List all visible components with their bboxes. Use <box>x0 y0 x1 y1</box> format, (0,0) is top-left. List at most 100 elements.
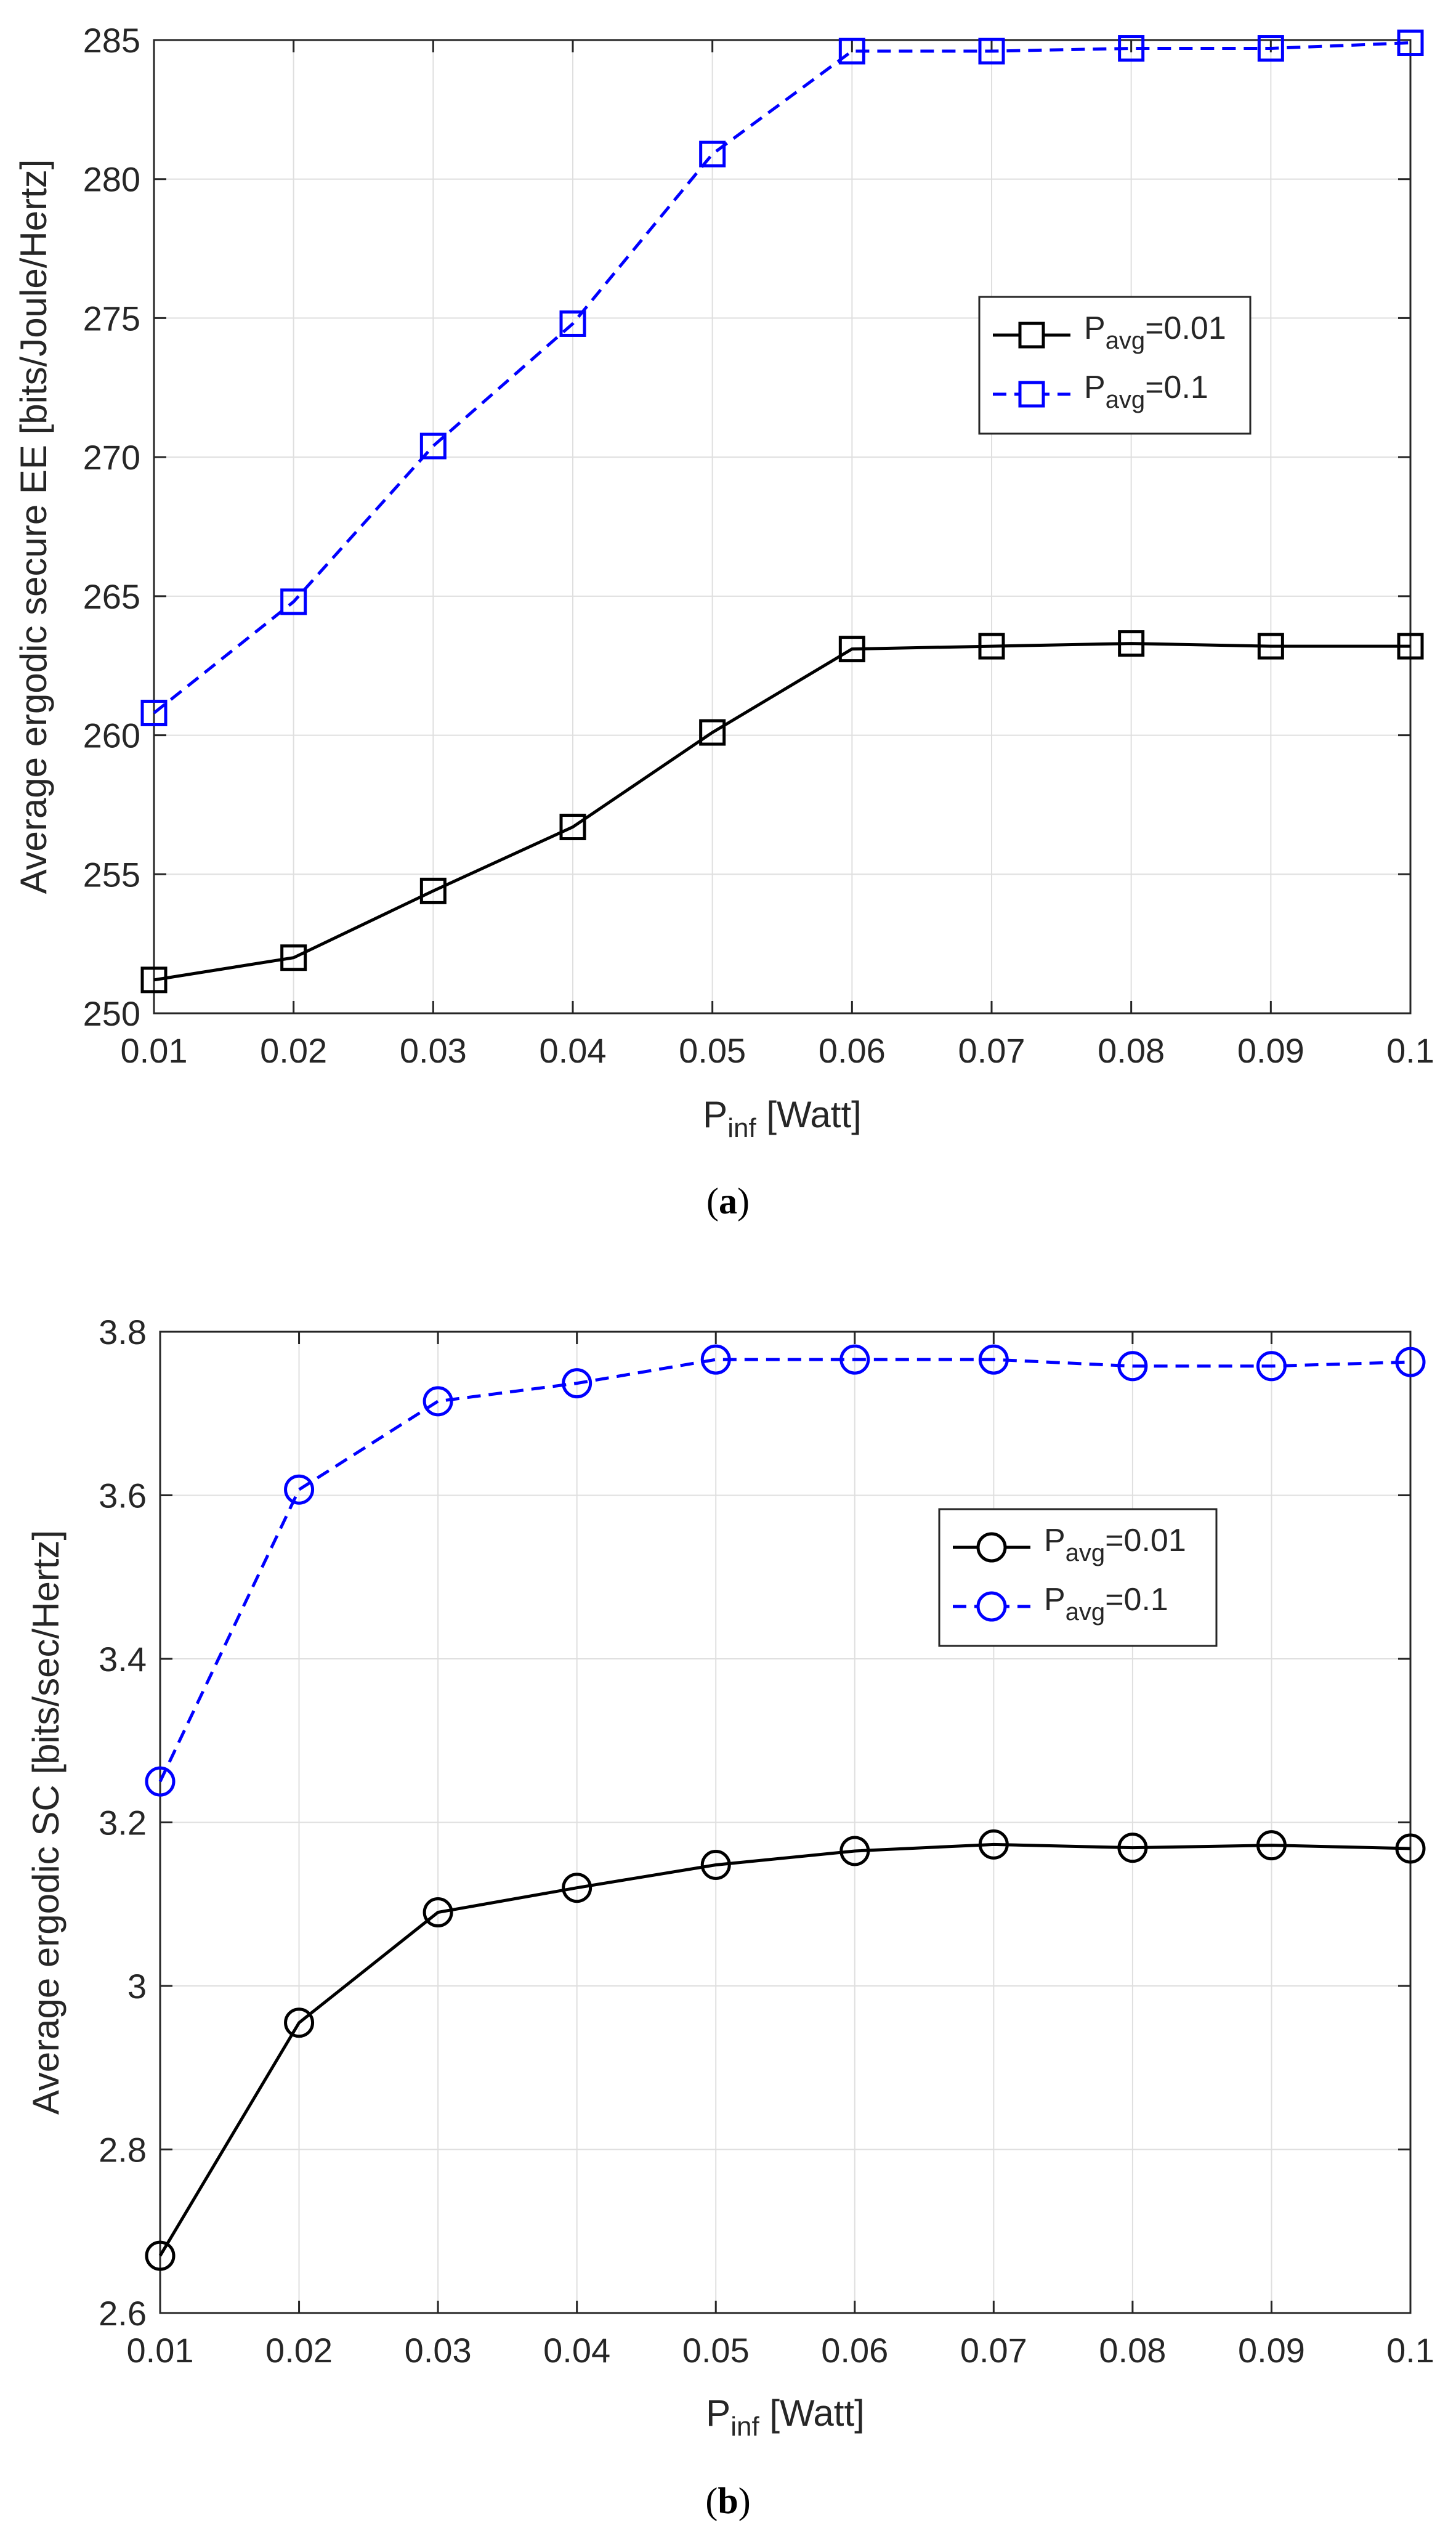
legend-label: Pavg=0.1 <box>1084 370 1208 413</box>
data-point <box>284 1474 315 1505</box>
data-point <box>978 633 1005 660</box>
axes-frame <box>153 39 1412 1015</box>
y-tick-label: 250 <box>83 994 140 1033</box>
series-0 <box>145 1829 1426 2271</box>
legend-entry: Pavg=0.1 <box>953 1582 1168 1626</box>
panel-caption: (b) <box>705 2481 750 2521</box>
data-point <box>419 877 447 904</box>
legend-label: Pavg=0.01 <box>1044 1523 1186 1566</box>
x-tick-label: 0.06 <box>819 1031 886 1070</box>
y-tick-label: 2.8 <box>99 2131 147 2169</box>
y-axis-label: Average ergodic SC [bits/sec/Hertz] <box>25 1530 67 2115</box>
legend-label: Pavg=0.01 <box>1084 310 1226 354</box>
caption-close-paren: ) <box>738 2481 751 2521</box>
data-point <box>140 966 168 994</box>
series-line <box>153 642 1410 982</box>
data-point <box>1256 1351 1287 1382</box>
chart-panel-a: 0.01 0.02 0.03 0.04 0.05 0.06 0.07 0.08 0.09 0.1 2… <box>13 21 1434 1221</box>
data-point <box>839 1836 870 1866</box>
legend-marker <box>976 1591 1007 1622</box>
data-point <box>699 140 726 168</box>
x-tick-label: 0.09 <box>1238 2331 1305 2370</box>
data-point <box>145 1766 176 1797</box>
data-point <box>1256 1830 1287 1861</box>
legend-entry: Pavg=0.01 <box>953 1523 1186 1566</box>
legend-label-main: P <box>1084 370 1106 405</box>
y-tick-label: 3.8 <box>99 1313 147 1351</box>
data-point <box>423 1386 453 1417</box>
x-axis-label-main: P <box>703 1094 727 1135</box>
data-point <box>1117 1833 1148 1863</box>
x-tick-label: 0.03 <box>400 1031 467 1070</box>
series-line <box>153 41 1411 715</box>
data-point <box>1117 1351 1148 1382</box>
y-tick-label: 2.6 <box>99 2294 147 2333</box>
data-point <box>280 588 307 615</box>
x-axis-label-main: P <box>706 2392 730 2434</box>
data-point <box>1397 633 1424 660</box>
data-point <box>562 1873 593 1903</box>
data-point <box>284 2007 315 2038</box>
data-point <box>140 699 168 726</box>
series-0 <box>140 630 1424 994</box>
legend-label-sub: avg <box>1066 1539 1106 1566</box>
caption-open-paren: ( <box>706 1181 719 1221</box>
x-tick-label: 0.08 <box>1099 2331 1166 2370</box>
series-1 <box>140 30 1424 726</box>
x-tick-label: 0.08 <box>1098 1031 1165 1070</box>
legend-label: Pavg=0.1 <box>1044 1582 1168 1626</box>
y-tick-label: 285 <box>83 21 140 60</box>
series-1 <box>145 1344 1426 1797</box>
y-tick-label: 3.6 <box>99 1477 147 1515</box>
data-point <box>423 1897 453 1928</box>
axis-ticks: 0.01 0.02 0.03 0.04 0.05 0.06 0.07 0.08 0.09 0.1 2… <box>99 1313 1434 2370</box>
y-axis-label: Average ergodic secure EE [bits/Joule/He… <box>13 160 54 894</box>
x-tick-label: 0.03 <box>405 2331 472 2370</box>
plot-area <box>154 40 1410 1013</box>
data-point <box>700 1850 731 1881</box>
axis-ticks: 0.01 0.02 0.03 0.04 0.05 0.06 0.07 0.08 0.09 0.1 2… <box>83 21 1434 1070</box>
legend-marker <box>1018 381 1045 408</box>
y-tick-label: 3.4 <box>99 1640 147 1679</box>
y-tick-label: 3 <box>127 1967 147 2006</box>
x-axis-label: Pinf [Watt] <box>703 1094 862 1143</box>
x-tick-label: 0.07 <box>960 2331 1027 2370</box>
legend-label-main: P <box>1044 1582 1066 1618</box>
x-tick-label: 0.04 <box>543 2331 610 2370</box>
x-axis-label-sub: inf <box>727 1113 756 1143</box>
x-tick-label: 0.09 <box>1237 1031 1304 1070</box>
legend-marker <box>1018 322 1045 349</box>
data-point <box>838 38 865 65</box>
x-tick-label: 0.1 <box>1386 1031 1434 1070</box>
data-point <box>280 944 307 971</box>
x-tick-label: 0.05 <box>679 1031 746 1070</box>
series-line <box>158 1842 1411 2257</box>
legend: Pavg=0.01 Pavg=0.1 <box>978 296 1252 435</box>
legend-entry: Pavg=0.01 <box>993 310 1226 354</box>
y-tick-label: 275 <box>83 299 140 338</box>
data-point <box>1395 1833 1426 1864</box>
series-line <box>158 1358 1411 1783</box>
y-tick-label: 280 <box>83 160 140 199</box>
caption-letter: a <box>719 1181 737 1221</box>
data-point <box>1118 35 1145 62</box>
data-point <box>559 310 586 337</box>
data-point <box>839 1344 870 1375</box>
y-tick-label: 265 <box>83 577 140 616</box>
x-axis-label: Pinf [Watt] <box>706 2392 865 2442</box>
legend-label-rest: =0.1 <box>1145 370 1208 405</box>
data-point <box>1257 35 1284 62</box>
x-axis-label-rest: [Watt] <box>759 2392 865 2434</box>
data-point <box>1397 30 1424 57</box>
legend-entry: Pavg=0.1 <box>993 370 1208 413</box>
x-axis-label-sub: inf <box>730 2412 759 2442</box>
legend-label-main: P <box>1044 1523 1066 1558</box>
x-tick-label: 0.05 <box>682 2331 750 2370</box>
y-tick-label: 255 <box>83 855 140 894</box>
data-point <box>559 814 586 841</box>
chart-panel-b: 0.01 0.02 0.03 0.04 0.05 0.06 0.07 0.08 0.09 0.1 2… <box>25 1313 1434 2521</box>
data-point <box>700 1344 731 1375</box>
y-tick-label: 260 <box>83 716 140 755</box>
caption-open-paren: ( <box>705 2481 718 2521</box>
